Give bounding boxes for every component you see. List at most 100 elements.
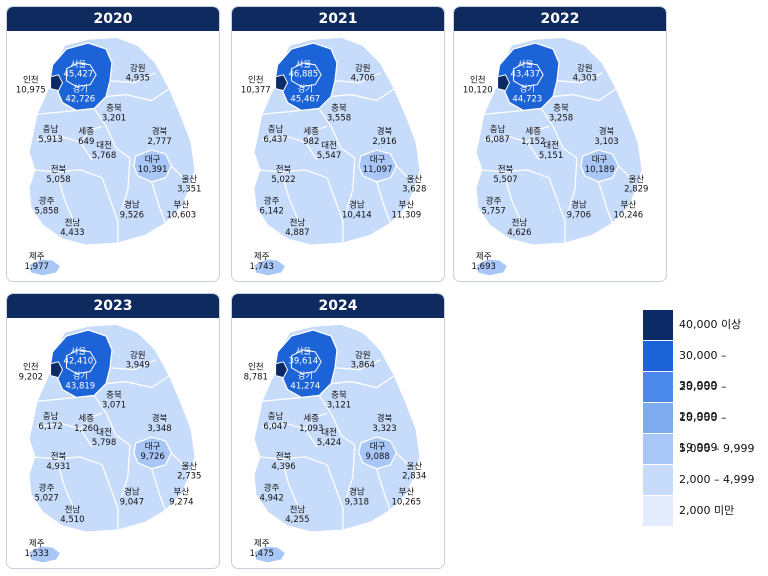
- region-border: [151, 181, 167, 224]
- region-value-gyeonggi: 45,467: [290, 95, 320, 105]
- region-border: [170, 452, 192, 479]
- region-name-gyeongbuk: 경북: [377, 413, 393, 424]
- region-value-seoul: 45,427: [63, 70, 93, 80]
- region-name-ulsan: 울산: [628, 174, 644, 185]
- region-value-chungbuk: 3,558: [327, 113, 351, 123]
- region-border: [151, 468, 167, 511]
- region-name-gangwon: 강원: [577, 63, 593, 74]
- region-name-seoul: 서울: [296, 60, 312, 70]
- region-border: [93, 395, 131, 446]
- region-border: [526, 125, 550, 143]
- region-name-gyeongnam: 경남: [124, 200, 140, 211]
- region-value-ulsan: 3,628: [402, 185, 426, 195]
- legend-swatch: [643, 496, 673, 526]
- region-name-ulsan: 울산: [406, 461, 422, 472]
- region-name-jeju: 제주: [29, 252, 45, 262]
- region-value-seoul: 46,885: [288, 70, 318, 80]
- region-name-jeju: 제주: [29, 539, 45, 549]
- region-name-seoul: 서울: [518, 60, 534, 70]
- region-value-seoul: 42,410: [63, 357, 93, 367]
- region-border: [32, 169, 103, 179]
- region-name-daejeon: 대전: [321, 140, 337, 151]
- region-value-ulsan: 2,735: [177, 472, 201, 482]
- region-value-jeju: 1,475: [250, 549, 274, 559]
- legend-label: 10,000 – 19,999: [679, 411, 727, 454]
- region-name-ulsan: 울산: [181, 461, 197, 472]
- region-name-jeonnam: 전남: [290, 504, 306, 515]
- region-border: [566, 157, 578, 216]
- region-value-gyeongnam: 9,318: [345, 497, 369, 507]
- region-border: [79, 412, 103, 430]
- region-name-jeonbuk: 전북: [276, 451, 292, 462]
- region-border: [376, 468, 392, 511]
- region-name-jeju: 제주: [254, 252, 270, 262]
- region-value-busan: 10,265: [391, 497, 421, 507]
- region-value-jeju: 1,533: [25, 549, 49, 559]
- region-value-incheon: 10,975: [16, 86, 46, 96]
- region-value-jeonnam: 4,433: [60, 228, 84, 238]
- region-name-jeonnam: 전남: [290, 217, 306, 228]
- region-border: [257, 456, 328, 466]
- region-name-jeonnam: 전남: [512, 217, 528, 228]
- region-jeju: [28, 258, 62, 277]
- region-value-ulsan: 2,829: [624, 185, 648, 195]
- region-incheon: [275, 361, 289, 379]
- region-incheon: [497, 74, 511, 92]
- region-border: [36, 422, 93, 448]
- region-border: [598, 181, 614, 224]
- region-value-ulsan: 2,834: [402, 472, 426, 482]
- region-name-daejeon: 대전: [543, 140, 559, 151]
- region-value-jeonnam: 4,510: [60, 515, 84, 525]
- region-name-gwangju: 광주: [264, 196, 280, 207]
- region-border: [261, 109, 302, 116]
- region-name-gyeongbuk: 경북: [599, 126, 615, 137]
- region-value-gyeonggi: 44,723: [512, 95, 542, 105]
- legend-item: 40,000 이상: [643, 310, 763, 340]
- map-panel-2020: 2020 서울 45,427 경기 42,726 인천 10,975 강원 4,935 충북 3,2…: [6, 6, 220, 282]
- region-border: [553, 88, 617, 102]
- legend: 40,000 이상 30,000 – 39,999 20,000 – 29,99…: [643, 310, 763, 527]
- region-name-sejong: 세종: [303, 414, 319, 424]
- region-name-chungbuk: 충북: [331, 390, 347, 400]
- region-seoul: [65, 62, 97, 88]
- region-name-gyeonggi: 경기: [519, 84, 535, 95]
- region-name-incheon: 인천: [23, 75, 39, 86]
- legend-item: 2,000 – 4,999: [643, 465, 763, 495]
- legend-item: 10,000 – 19,999: [643, 403, 763, 454]
- region-border: [36, 396, 77, 403]
- region-border: [36, 135, 93, 161]
- region-name-jeju: 제주: [476, 252, 492, 262]
- region-name-jeju: 제주: [254, 539, 270, 549]
- region-name-ulsan: 울산: [181, 174, 197, 185]
- region-name-chungnam: 충남: [43, 412, 59, 422]
- region-name-gangwon: 강원: [130, 350, 146, 361]
- region-name-chungbuk: 충북: [106, 103, 122, 113]
- region-border: [119, 157, 131, 216]
- region-daegu: [133, 436, 173, 470]
- region-border: [483, 109, 524, 116]
- region-name-chungnam: 충남: [43, 125, 59, 135]
- region-name-gangwon: 강원: [355, 63, 371, 74]
- region-border: [502, 171, 524, 228]
- region-border: [376, 181, 392, 224]
- region-value-jeju: 1,743: [250, 262, 274, 272]
- region-border: [170, 165, 192, 192]
- region-border: [261, 422, 318, 448]
- region-name-gyeongnam: 경남: [349, 200, 365, 211]
- region-name-daegu: 대구: [592, 155, 608, 165]
- region-seoul: [290, 62, 322, 88]
- region-value-daejeon: 5,424: [317, 438, 341, 448]
- region-name-gangwon: 강원: [130, 63, 146, 74]
- region-border: [261, 396, 302, 403]
- legend-label: 5,000 – 9,999: [679, 442, 755, 455]
- region-border: [617, 165, 639, 192]
- region-value-incheon: 10,377: [241, 86, 271, 96]
- region-value-gwangju: 5,858: [34, 206, 58, 216]
- region-name-gwangju: 광주: [39, 196, 55, 207]
- region-value-sejong: 1,152: [521, 137, 545, 147]
- region-name-daejeon: 대전: [321, 427, 337, 438]
- region-incheon: [50, 361, 64, 379]
- region-border: [101, 177, 119, 244]
